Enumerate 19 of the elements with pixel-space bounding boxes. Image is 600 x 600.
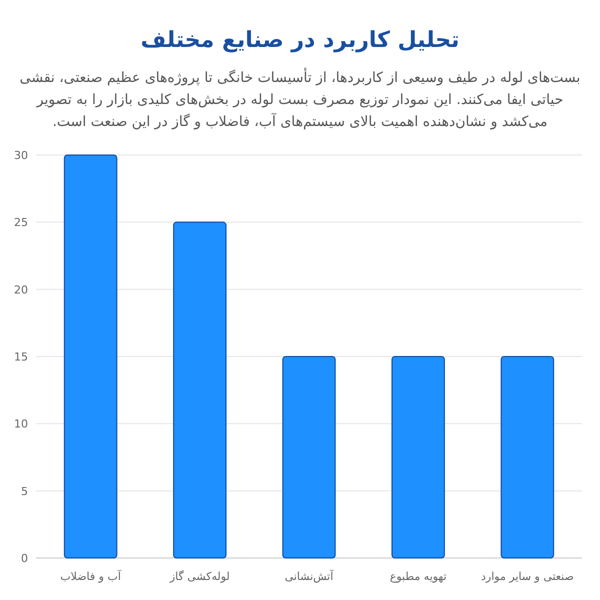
x-tick-label: تهویه مطبوع xyxy=(390,570,447,583)
y-tick-label: 5 xyxy=(21,484,28,498)
bar xyxy=(500,356,554,558)
y-tick-label: 15 xyxy=(14,350,28,364)
chart-subtitle: بست‌های لوله در طیف وسیعی از کاربردها، از تأسیسات خانگی تا پروژه‌های عظیم صنعتی، نقشی حیاتی ایفا می‌کنند. این نمودار توزیع مصرف بست لوله در بخش‌های کلیدی بازار را به تصویر می‌کشد و نشان‌دهنده اهمیت بالای سیستم‌های آب، فاضلاب و گاز در این صنعت است. xyxy=(18,67,582,132)
x-tick-label: لوله‌کشی گاز xyxy=(168,570,230,583)
bar xyxy=(64,154,118,558)
x-tick-label: آب و فاضلاب xyxy=(60,569,122,583)
y-tick-label: 10 xyxy=(14,418,28,431)
bar xyxy=(282,356,336,558)
y-tick-label: 30 xyxy=(14,149,28,162)
y-tick-label: 25 xyxy=(14,216,28,230)
x-tick-label: آتش‌نشانی xyxy=(284,569,334,583)
x-tick-label: صنعتی و سایر موارد xyxy=(481,570,574,583)
chart-title: تحلیل کاربرد در صنایع مختلف xyxy=(140,28,460,53)
y-tick-label: 20 xyxy=(14,283,28,296)
bar xyxy=(391,356,445,558)
y-tick-label: 0 xyxy=(21,552,28,565)
bar xyxy=(173,222,227,558)
